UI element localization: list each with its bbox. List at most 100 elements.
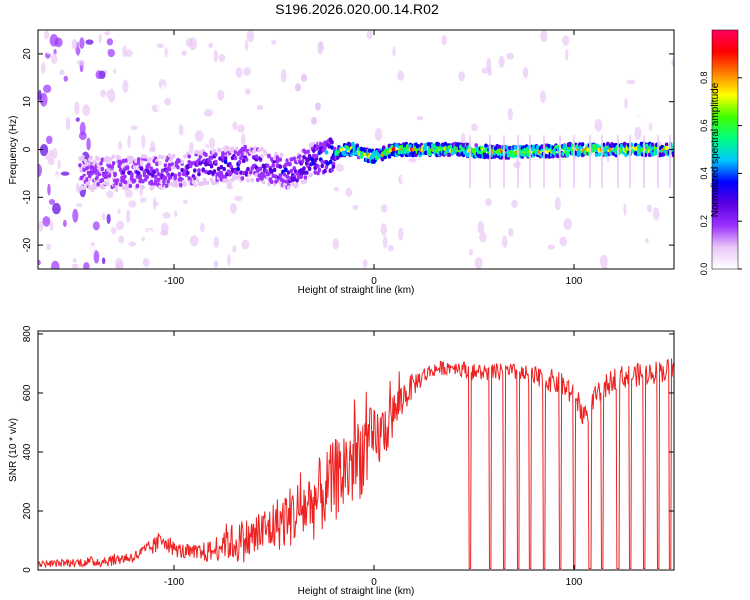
snr-x-axis-label: Height of straight line (km) xyxy=(298,586,415,597)
spectrogram-noise-blob xyxy=(162,90,168,98)
spectrogram-noise-blob xyxy=(485,198,492,207)
spectrogram-noise-blob xyxy=(599,254,608,268)
spectrogram-ridge-cell xyxy=(100,157,105,162)
spectrogram-ridge-cell xyxy=(316,164,320,169)
spectrogram-noise-blob xyxy=(210,68,219,79)
spectrogram-noise-blob xyxy=(241,239,250,250)
snr-x-ticks: -100 0 100 xyxy=(164,331,583,588)
spectrogram-noise-blob xyxy=(501,235,508,248)
spectrogram-ridge-cell xyxy=(414,152,418,158)
spectrogram-noise-blob xyxy=(38,220,44,232)
spectrogram-noise-blob xyxy=(79,37,85,49)
spectrogram-ridge-cell xyxy=(218,156,222,161)
snr-frame xyxy=(37,330,675,571)
spectrogram-noise-blob xyxy=(624,98,628,109)
spectrogram-noise-blob xyxy=(380,223,387,236)
spectrogram-ridge-cell xyxy=(96,156,100,162)
spectrogram-ridge-cell xyxy=(271,163,276,168)
spectrogram-noise-blob xyxy=(101,257,106,265)
spectrogram-ridge-cell xyxy=(547,143,551,149)
spectrogram-noise-blob xyxy=(92,109,100,117)
snr-marks xyxy=(38,358,674,569)
spectrogram-ridge-cell xyxy=(186,170,190,176)
spectrogram-noise-blob xyxy=(137,106,146,118)
spectrogram-ridge-cell xyxy=(187,154,191,159)
spectrogram-noise-blob xyxy=(65,116,71,131)
spectrogram-noise-blob xyxy=(46,135,53,145)
spectrogram-noise-blob xyxy=(124,189,133,198)
spectrogram-noise-blob xyxy=(546,30,551,39)
spectrogram-noise-blob xyxy=(336,91,341,97)
spectrogram-ridge-cell xyxy=(156,177,161,183)
spectrogram-ridge-cell xyxy=(237,159,242,165)
spectrogram-noise-blob xyxy=(124,49,133,57)
spectrogram-ridge-cell xyxy=(86,181,91,186)
spectrogram-ridge-cell xyxy=(664,145,669,151)
spectrogram-ridge-cell xyxy=(295,182,299,188)
spectrogram-ridge-cell xyxy=(594,152,599,158)
spectrogram-noise-blob xyxy=(115,261,124,269)
spectrogram-ridge-cell xyxy=(89,155,93,161)
spectrogram-ridge-cell xyxy=(195,149,200,155)
spectrogram-noise-blob xyxy=(396,242,402,257)
spectrogram-noise-blob xyxy=(333,187,340,192)
spectrogram-ridge-cell xyxy=(155,168,159,173)
spectrogram-ridge-cell xyxy=(296,175,301,180)
colorbar-ticks: 0.0 0.2 0.4 0.6 0.8 xyxy=(699,72,742,275)
spectrogram-ridge-cell xyxy=(135,183,140,189)
spectrogram-ridge-cell xyxy=(580,142,585,147)
spectrogram-ridge-cell xyxy=(604,152,609,157)
spectrogram-noise-blob xyxy=(554,197,561,211)
spectrogram-noise-blob xyxy=(458,71,466,82)
spectrogram-ridge-cell xyxy=(111,154,116,159)
spectrogram-ridge-cell xyxy=(97,165,102,170)
spectrogram-ridge-cell xyxy=(272,158,277,164)
spectrogram-noise-blob xyxy=(154,115,163,121)
spectrogram-ridge-cell xyxy=(240,150,245,155)
spectrogram-ridge-cell xyxy=(180,167,184,173)
spectrogram-streak xyxy=(559,135,561,188)
spectrogram-ridge-cell xyxy=(153,174,158,180)
spectrogram-ridge-cell xyxy=(368,148,372,153)
spectrogram-noise-blob xyxy=(540,90,546,103)
spectrogram-ridge-cell xyxy=(242,158,246,164)
spectrogram-ridge-cell xyxy=(243,148,247,153)
spectrogram-noise-blob xyxy=(72,208,79,223)
spectrogram-noise-blob xyxy=(651,33,658,47)
spectrogram-noise-blob xyxy=(190,118,199,128)
spectrogram-noise-blob xyxy=(540,30,548,43)
spectrogram-ridge-cell xyxy=(265,163,270,168)
spectrogram-ridge-cell xyxy=(284,162,288,167)
spectrogram-noise-blob xyxy=(71,263,79,269)
spectrogram-noise-blob xyxy=(460,237,465,250)
spectrogram-ridge-cell xyxy=(139,166,144,171)
spectrogram-noise-blob xyxy=(319,41,323,54)
spectrogram-ridge-cell xyxy=(272,155,277,161)
spectrogram-ridge-cell xyxy=(132,178,137,183)
spectrogram-ridge-cell xyxy=(197,157,201,163)
chart-title: S196.2026.020.00.14.R02 xyxy=(275,1,439,17)
spectrogram-ridge-cell xyxy=(279,152,284,157)
spectrogram-ridge-cell xyxy=(244,157,249,162)
spectrogram-noise-blob xyxy=(70,121,75,128)
spectrogram-ridge-cell xyxy=(197,171,201,177)
snr-x-tick-label: 100 xyxy=(566,577,583,588)
spectrogram-noise-blob xyxy=(140,85,149,93)
spectrogram-noise-blob xyxy=(38,259,41,266)
spectrogram-noise-blob xyxy=(374,66,381,71)
spectrogram-ridge-cell xyxy=(551,153,555,159)
snr-y-tick-label: 600 xyxy=(22,384,33,401)
spectrogram-ridge-cell xyxy=(128,183,133,189)
spectrogram-ridge-cell xyxy=(352,144,357,150)
spectrogram-noise-blob xyxy=(563,218,572,230)
spectrogram-ridge-cell xyxy=(107,173,112,178)
colorbar-strip xyxy=(711,29,739,270)
spectrogram-ridge-cell xyxy=(237,174,242,179)
spectrogram-noise-blob xyxy=(194,130,204,142)
spectrogram-noise-blob xyxy=(63,219,67,228)
spectrogram-ridge-cell xyxy=(137,160,141,165)
spectrogram-ridge-cell xyxy=(331,164,336,169)
spectrogram-noise-blob xyxy=(416,115,424,121)
spectrogram-ridge-cell xyxy=(82,185,86,190)
spectrogram-noise-blob xyxy=(40,30,45,43)
